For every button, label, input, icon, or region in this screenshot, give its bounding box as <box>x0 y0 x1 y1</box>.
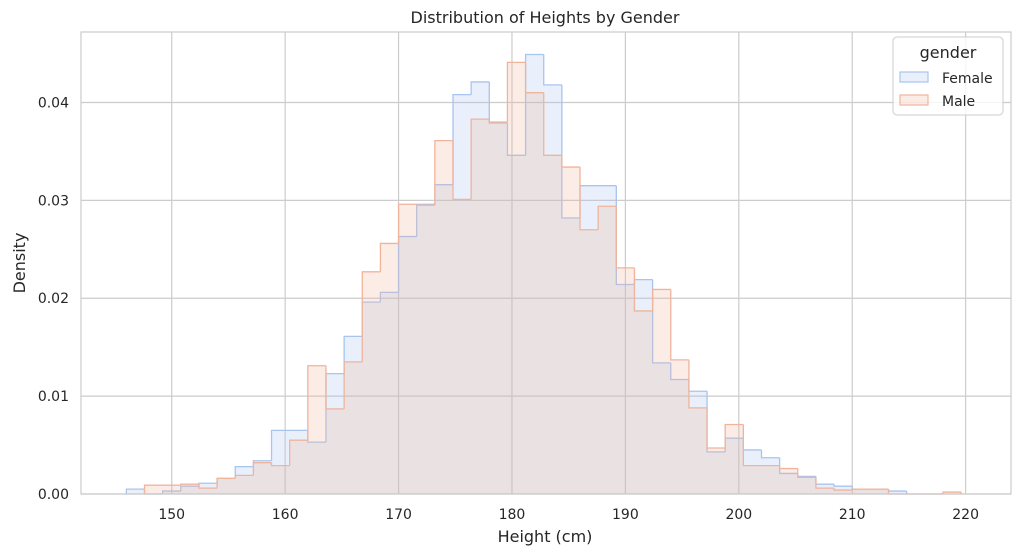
histogram-bin <box>234 465 254 479</box>
histogram-bin <box>270 429 308 461</box>
x-tick-label: 180 <box>499 507 526 523</box>
histogram-bin <box>470 81 490 95</box>
histogram-bin <box>579 167 599 231</box>
x-tick-label: 190 <box>612 507 639 523</box>
histogram-bin <box>833 488 853 491</box>
histogram-bin <box>615 206 635 269</box>
histogram-bin <box>397 203 417 244</box>
y-tick-label: 0.02 <box>38 291 69 307</box>
histogram-bin <box>543 92 562 156</box>
histogram-bin <box>162 490 181 494</box>
x-tick-label: 170 <box>385 507 412 523</box>
legend: gender Female Male <box>892 36 1004 116</box>
histogram-bin <box>651 288 671 311</box>
histogram-bin <box>452 140 472 201</box>
histogram-fill-male <box>144 62 962 494</box>
histogram-bin <box>778 457 798 475</box>
series-layer <box>125 53 962 495</box>
histogram-bin <box>234 474 254 479</box>
histogram-bin <box>488 81 508 124</box>
histogram-bin <box>815 477 835 489</box>
x-tick-label: 160 <box>272 507 299 523</box>
axes-layer: 150 160 170 180 190 200 210 220 0.00 0.01 0.02 0.03… <box>38 31 1012 523</box>
histogram-bin <box>797 468 816 479</box>
histogram-bin <box>543 54 562 86</box>
histogram-bin <box>343 335 363 374</box>
histogram-bin <box>198 484 218 489</box>
histogram-bin <box>633 267 653 312</box>
legend-title: gender <box>920 43 977 62</box>
histogram-bin <box>506 61 526 123</box>
y-axis-label: Density <box>10 233 29 294</box>
histogram-bin <box>561 84 581 219</box>
histogram-bin <box>252 462 272 476</box>
histogram-bin <box>797 473 816 478</box>
histogram-bin <box>887 489 907 492</box>
legend-label-male: Male <box>942 94 975 110</box>
histogram-bin <box>851 488 889 491</box>
x-tick-label: 200 <box>725 507 752 523</box>
histogram-bin <box>307 365 326 441</box>
histogram-bin <box>524 62 544 94</box>
histogram-bin <box>180 483 199 486</box>
histogram-bin <box>379 291 399 303</box>
histogram-bin <box>125 488 145 494</box>
histogram-bin <box>688 359 708 409</box>
histogram-bin <box>416 204 435 206</box>
histogram-bin <box>742 424 762 467</box>
histogram-bin <box>760 449 780 459</box>
series-male <box>143 61 962 495</box>
histogram-bin <box>143 484 181 494</box>
histogram-bin <box>778 465 798 470</box>
histogram-bin <box>597 205 617 230</box>
histogram-bin <box>289 439 308 466</box>
legend-swatch-male <box>899 94 929 106</box>
histogram-bin <box>343 361 363 409</box>
histogram-bin <box>488 119 508 123</box>
histogram-bin <box>688 379 708 392</box>
legend-label-female: Female <box>942 71 993 87</box>
legend-swatch-female <box>899 71 929 83</box>
histogram-bin <box>942 491 962 494</box>
histogram-bin <box>180 485 199 492</box>
x-axis-label: Height (cm) <box>498 527 593 546</box>
histogram-bin <box>724 423 744 448</box>
histogram-bin <box>706 391 726 453</box>
histogram-bin <box>216 477 236 489</box>
histogram-bin <box>434 139 453 206</box>
histogram-bin <box>561 155 581 168</box>
histogram-fill-female <box>126 54 907 495</box>
histogram-bin <box>379 242 399 272</box>
histogram-bin <box>670 289 689 361</box>
histogram-bin <box>706 407 726 449</box>
chart-title: Distribution of Heights by Gender <box>411 8 680 27</box>
histogram-bin <box>524 53 544 156</box>
y-tick-label: 0.04 <box>38 95 69 111</box>
histogram-bin <box>325 365 345 410</box>
x-tick-label: 150 <box>158 507 185 523</box>
y-tick-label: 0.00 <box>38 487 69 503</box>
histogram-bin <box>470 118 490 200</box>
histogram-bin <box>361 271 381 362</box>
x-tick-label: 210 <box>839 507 866 523</box>
histogram-bin <box>506 123 526 156</box>
histogram-bin <box>815 476 835 485</box>
histogram-bin <box>742 438 762 451</box>
y-tick-label: 0.01 <box>38 389 69 405</box>
x-tick-label: 220 <box>952 507 979 523</box>
y-tick-label: 0.03 <box>38 193 69 209</box>
plot-frame <box>80 31 1012 495</box>
histogram-bin <box>270 462 290 467</box>
histogram-bin <box>670 362 689 381</box>
histogram-bin <box>833 484 853 487</box>
